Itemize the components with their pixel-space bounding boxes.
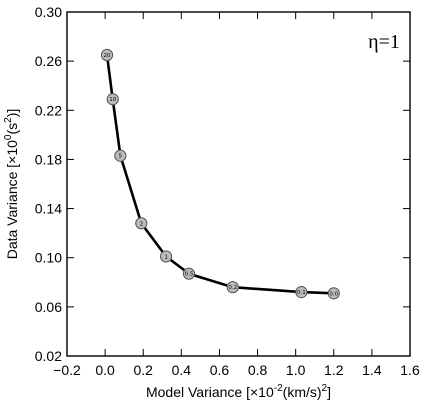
y-axis-label-close: )] <box>4 109 20 118</box>
trade-off-curve <box>105 54 334 295</box>
data-point-marker <box>100 48 114 62</box>
y-axis-label-exp: 0 <box>3 134 14 140</box>
x-tick-label: 1.6 <box>400 362 420 378</box>
data-point: 5 <box>114 149 127 162</box>
data-point-label: 20 <box>104 53 111 59</box>
y-axis-label-exp2: 2 <box>3 117 14 123</box>
x-axis-ticks: −0.2 0.0 0.2 0.4 0.6 0.8 1.0 1.2 1.4 1.6 <box>53 12 420 378</box>
data-point: 10 <box>106 93 119 106</box>
y-tick-label: 0.10 <box>35 250 62 266</box>
y-tick-label: 0.22 <box>35 102 62 118</box>
data-point-marker <box>106 93 119 106</box>
data-point-label: 0.2 <box>228 285 237 291</box>
x-tick-label: 0.8 <box>248 362 268 378</box>
x-tick-label: 0.4 <box>172 362 192 378</box>
y-axis-label: Data Variance [×100(s2)] <box>3 109 20 260</box>
x-tick-label: 1.4 <box>362 362 382 378</box>
data-point-marker <box>182 267 196 280</box>
x-tick-label: 0.6 <box>210 362 230 378</box>
data-point-label: 0.1 <box>297 290 306 296</box>
data-point-marker <box>159 250 173 263</box>
data-point-marker <box>295 286 308 299</box>
y-tick-label: 0.26 <box>35 53 62 69</box>
data-point: 0.0 <box>327 287 340 300</box>
data-point-marker <box>114 149 127 162</box>
data-point-marker <box>327 287 340 300</box>
data-point: 20 <box>100 48 114 62</box>
x-tick-label: −0.2 <box>53 362 81 378</box>
data-point-label: 2 <box>140 221 144 227</box>
data-point-label: 1 <box>164 254 168 260</box>
plot-frame <box>66 11 411 357</box>
data-markers: 20 10 5 2 1 0.5 0.2 0.1 0.0 <box>100 48 340 300</box>
x-tick-label: 0.2 <box>133 362 153 378</box>
data-point-marker <box>135 217 148 230</box>
data-point: 0.1 <box>295 286 308 299</box>
x-axis-label-close: ] <box>327 384 331 400</box>
x-axis-label-rest: (km/s) <box>283 384 322 400</box>
y-tick-label: 0.06 <box>35 299 62 315</box>
data-point: 0.5 <box>182 267 196 280</box>
y-axis-label-main: Data Variance [×10 <box>4 140 20 259</box>
data-point-marker <box>226 281 239 294</box>
data-point-label: 5 <box>119 154 123 160</box>
y-tick-label: 0.02 <box>35 348 62 364</box>
data-point-label: 0.0 <box>329 291 338 297</box>
data-point-label: 10 <box>109 97 116 103</box>
x-axis-label: Model Variance [×10-2(km/s)2] <box>146 383 331 400</box>
data-point: 1 <box>159 250 173 263</box>
x-tick-label: 1.0 <box>286 362 306 378</box>
y-tick-label: 0.18 <box>35 151 62 167</box>
data-point: 2 <box>135 217 148 230</box>
x-tick-label: 1.2 <box>324 362 344 378</box>
x-axis-label-exp2: 2 <box>322 383 328 394</box>
data-point: 0.2 <box>226 281 239 294</box>
y-axis-label-rest: (s <box>4 123 20 135</box>
x-axis-label-main: Model Variance [×10 <box>146 384 274 400</box>
data-point-label: 0.5 <box>185 272 194 278</box>
eta-annotation: η=1 <box>368 31 400 53</box>
y-tick-label: 0.14 <box>35 201 62 217</box>
y-axis-ticks: 0.020.060.100.140.180.220.260.30 <box>35 4 410 364</box>
x-tick-label: 0.0 <box>95 362 115 378</box>
y-tick-label: 0.30 <box>35 4 62 20</box>
x-axis-label-exp: -2 <box>274 383 283 394</box>
